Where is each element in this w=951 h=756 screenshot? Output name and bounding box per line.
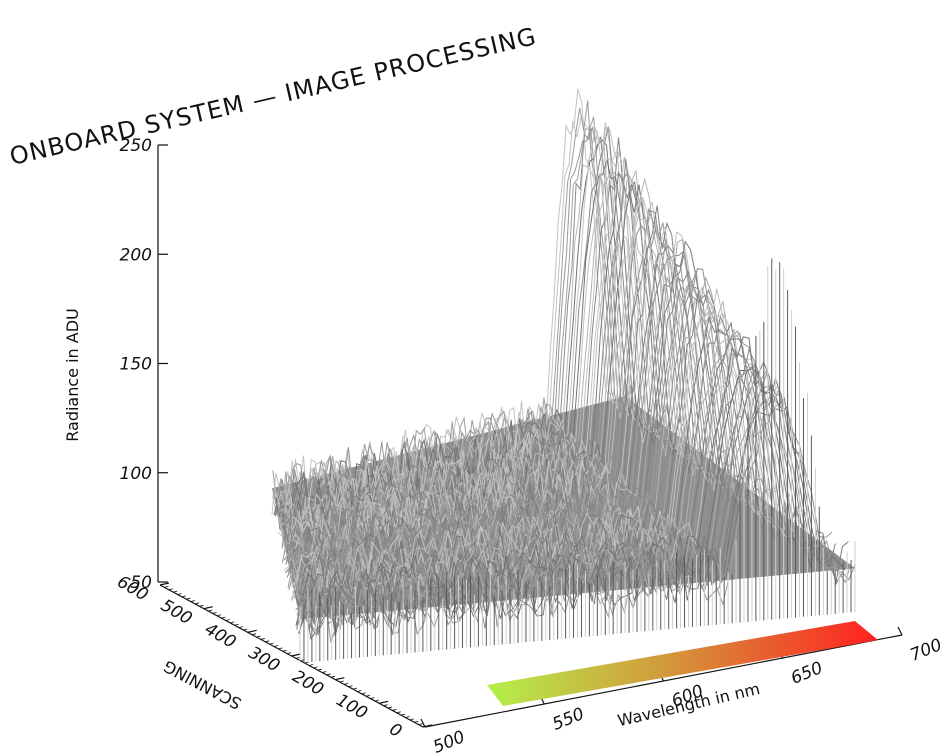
y-minor-tick — [256, 635, 261, 638]
surface-row — [281, 197, 705, 552]
surface-row — [295, 368, 823, 626]
surface-row — [289, 275, 770, 584]
y-minor-tick — [335, 678, 340, 681]
y-minor-tick — [352, 687, 357, 690]
y-minor-tick — [308, 664, 314, 666]
y-minor-tick — [208, 609, 213, 612]
y-minor-tick — [159, 583, 165, 586]
y-minor-tick — [181, 595, 187, 598]
z-axis-ticks: 50 100 150 200 250 — [120, 136, 168, 593]
surface-row — [287, 281, 757, 588]
y-axis-title: SCANNING — [160, 656, 244, 713]
y-minor-tick — [194, 602, 200, 605]
y-minor-tick — [322, 671, 327, 673]
y-minor-tick — [295, 656, 300, 659]
y-minor-tick — [173, 590, 178, 593]
y-minor-tick — [357, 690, 362, 692]
surface-row — [298, 384, 846, 640]
y-minor-tick — [379, 701, 384, 704]
surface-row — [278, 158, 685, 538]
y-minor-tick — [365, 694, 371, 697]
y-minor-tick — [164, 585, 169, 588]
y-minor-tick — [383, 704, 388, 707]
y-minor-tick — [269, 642, 274, 645]
surface-row — [295, 363, 826, 624]
y-tick-label: 0 — [386, 719, 405, 742]
y-minor-tick — [230, 621, 235, 624]
y-minor-tick — [418, 723, 423, 726]
surface-row — [285, 231, 738, 565]
surface-row — [288, 268, 767, 594]
y-minor-tick — [251, 633, 257, 636]
surface-row — [296, 364, 833, 631]
wavelength-colorbar — [487, 621, 878, 706]
x-tick-label: 550 — [550, 704, 588, 735]
y-minor-tick — [344, 683, 349, 685]
y-minor-tick — [278, 647, 283, 650]
surface-row — [293, 338, 803, 607]
y-minor-tick — [186, 597, 191, 600]
x-tick-label: 500 — [430, 727, 468, 756]
y-minor-tick — [396, 711, 401, 714]
surface-row — [276, 170, 665, 532]
y-minor-tick — [216, 614, 222, 617]
y-minor-tick — [212, 612, 217, 614]
y-minor-tick — [273, 645, 279, 647]
z-axis-title: Radiance in ADU — [63, 308, 82, 442]
x-tick-mark — [420, 718, 426, 728]
y-minor-tick — [392, 709, 397, 711]
x-tick-label: 700 — [907, 635, 945, 666]
y-minor-tick — [247, 630, 252, 633]
surface-row — [278, 170, 682, 532]
y-minor-tick — [260, 638, 265, 640]
y-minor-tick — [282, 649, 287, 652]
chart-title: ONBOARD SYSTEM — IMAGE PROCESSING — [7, 22, 539, 171]
z-tick-label: 150 — [120, 355, 152, 375]
y-minor-tick — [409, 718, 414, 721]
y-minor-tick — [177, 593, 182, 595]
y-minor-tick — [370, 697, 375, 699]
y-minor-tick — [414, 720, 419, 723]
y-minor-tick — [313, 666, 318, 669]
y-minor-tick — [326, 673, 331, 676]
surface-row — [297, 369, 840, 630]
y-minor-tick — [225, 619, 230, 621]
y-minor-tick — [287, 652, 292, 655]
y-minor-tick — [405, 716, 410, 718]
y-minor-tick — [221, 616, 226, 619]
y-minor-tick — [374, 699, 379, 702]
y-minor-tick — [339, 680, 344, 683]
radiance-surface — [271, 88, 856, 663]
z-axis: 50 100 150 200 250 Radiance in ADU — [63, 136, 168, 593]
x-tick-mark — [897, 626, 903, 636]
y-minor-tick — [265, 640, 270, 643]
y-minor-tick — [243, 628, 248, 631]
y-minor-tick — [330, 675, 336, 678]
y-minor-tick — [168, 588, 173, 591]
surface-row — [274, 122, 652, 526]
surface-row — [273, 125, 642, 516]
y-minor-tick — [291, 654, 296, 657]
y-minor-tick — [348, 685, 353, 688]
y-minor-tick — [199, 604, 204, 607]
x-tick-label: 650 — [788, 658, 826, 689]
y-minor-tick — [203, 607, 208, 610]
y-minor-tick — [190, 600, 195, 602]
surface-row — [285, 238, 744, 575]
y-minor-tick — [361, 692, 366, 695]
z-tick-label: 200 — [120, 245, 152, 265]
z-tick-label: 50 — [130, 573, 152, 593]
y-minor-tick — [400, 713, 406, 716]
surface-row — [286, 270, 751, 580]
surface-row — [283, 226, 725, 571]
y-minor-tick — [238, 626, 243, 628]
z-tick-label: 100 — [120, 464, 152, 484]
z-tick-label: 250 — [120, 136, 152, 156]
surface-row — [296, 360, 830, 630]
surface-row — [272, 100, 633, 503]
y-minor-tick — [387, 706, 393, 709]
y-minor-tick — [234, 623, 239, 626]
y-minor-tick — [317, 668, 322, 671]
